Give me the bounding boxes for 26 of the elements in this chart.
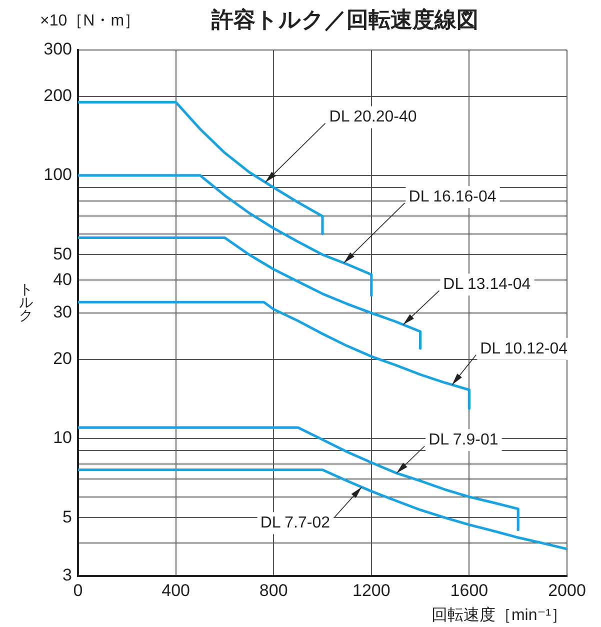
x-tick-label: 1200 [352,580,390,600]
y-tick-label: 3 [62,566,72,585]
y-tick-label: 300 [44,40,72,59]
text: DL 10.12-04 [480,340,568,358]
text: DL 7.7-02 [260,514,330,532]
x-tick-label: 800 [259,580,288,600]
y-tick-label: 50 [53,244,72,264]
y-tick-label: 40 [53,270,72,289]
x-tick-label: 400 [162,580,190,600]
y-tick-label: 20 [53,349,72,368]
x-tick-label: 0 [73,580,83,600]
text: DL 20.20-40 [329,108,417,126]
x-tick-label: 2000 [548,580,586,600]
x-tick-label: 1600 [450,580,488,600]
text: DL 13.14-04 [443,276,531,294]
text: ×10［N・m］ [40,12,140,30]
text: DL 16.16-04 [408,188,496,206]
text: DL 7.9-01 [428,432,498,449]
y-axis-title: トルク [19,280,33,323]
y-tick-label: 200 [44,86,72,105]
y-tick-label: 5 [62,507,72,526]
chart-title: 許容トルク／回転速度線図 [210,7,478,32]
y-tick-label: 30 [53,302,72,322]
y-tick-label: 10 [53,428,72,448]
x-axis-title: 回転速度［min⁻¹］ [431,606,567,624]
y-tick-label: 100 [44,165,72,184]
